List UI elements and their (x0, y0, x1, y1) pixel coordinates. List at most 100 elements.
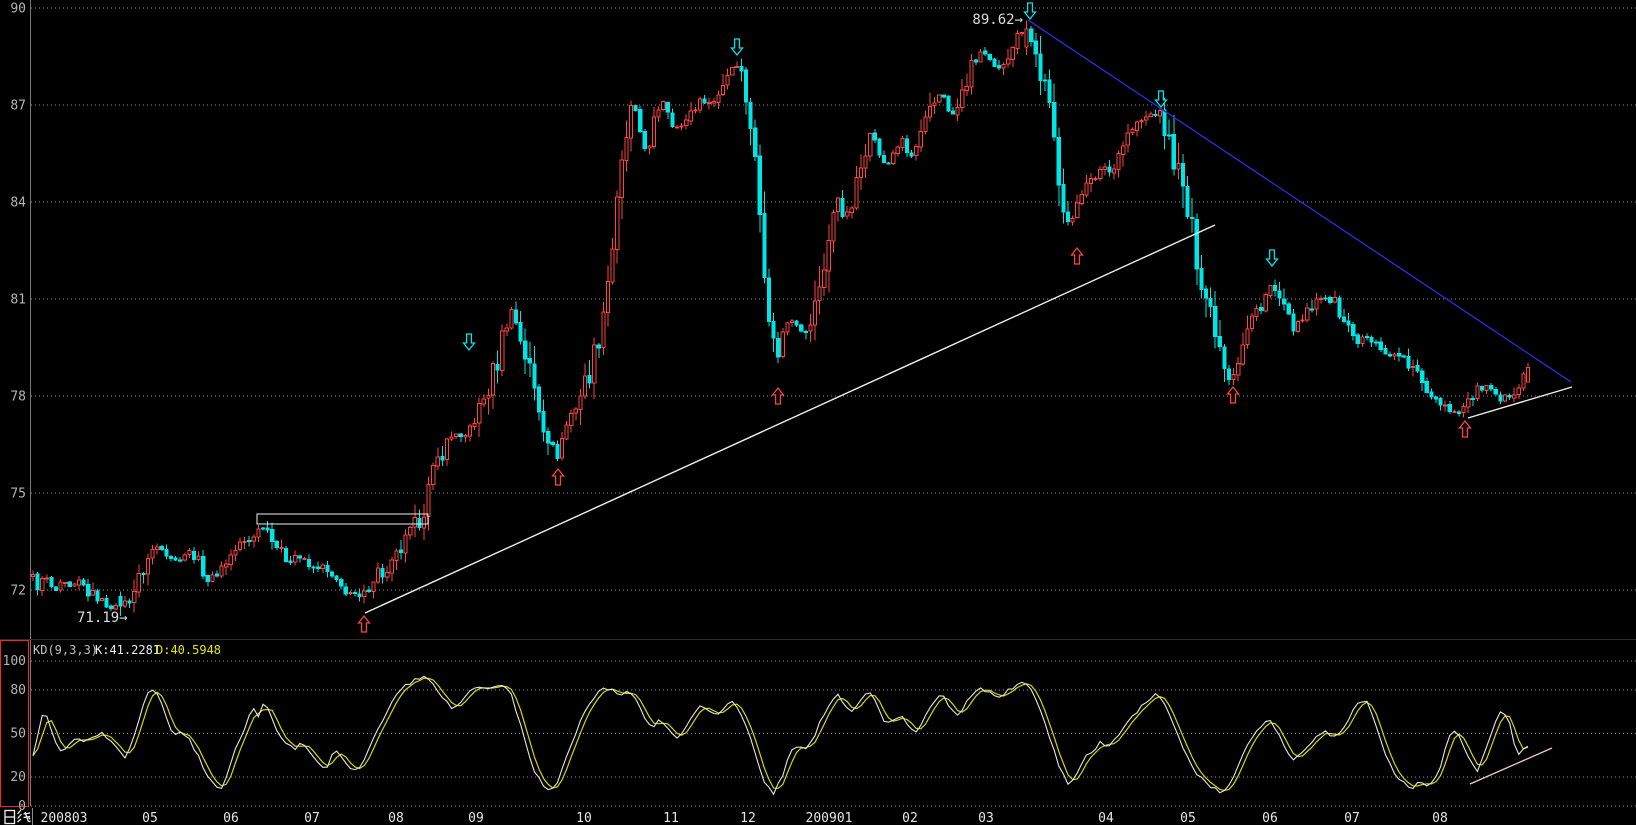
sell-signal-down-arrow[interactable] (1023, 2, 1037, 21)
kd-indicator-label[interactable]: KD(9,3,3) (33, 643, 98, 657)
month-label[interactable]: 03 (978, 811, 994, 825)
up-candle (132, 591, 137, 604)
down-candle (440, 456, 445, 461)
month-label[interactable]: 06 (223, 811, 239, 825)
month-label[interactable]: 200901 (806, 811, 853, 825)
low-price-annotation: 71.19→ (77, 610, 128, 626)
up-candle (237, 541, 243, 551)
down-candle (164, 548, 169, 557)
up-candle (99, 597, 105, 602)
up-candle (707, 101, 712, 104)
trendline-blue-descending[interactable] (1027, 19, 1572, 383)
up-candle (1461, 406, 1466, 414)
up-candle (789, 320, 795, 324)
up-candle (421, 516, 427, 529)
up-candle (136, 572, 141, 593)
up-candle (490, 363, 496, 396)
down-candle (1226, 368, 1232, 381)
month-label[interactable]: 05 (142, 811, 158, 825)
up-candle (251, 536, 256, 542)
sell-signal-down-arrow[interactable] (1154, 90, 1168, 109)
month-label[interactable]: 10 (576, 811, 592, 825)
down-candle (205, 574, 210, 582)
down-candle (1507, 395, 1512, 398)
up-candle (122, 600, 128, 607)
period-label[interactable]: 日线 (4, 809, 31, 825)
up-candle (1245, 328, 1250, 346)
up-candle (113, 604, 118, 610)
month-label[interactable]: 07 (1344, 811, 1360, 825)
high-price-annotation: 89.62→ (972, 12, 1023, 28)
trendline-white-ascending-short[interactable] (1467, 386, 1573, 419)
down-candle (702, 98, 707, 104)
up-candle (1475, 385, 1480, 399)
month-label[interactable]: 200803 (41, 811, 88, 825)
up-candle (1006, 58, 1011, 65)
up-candle (674, 126, 680, 129)
buy-signal-up-arrow[interactable] (771, 386, 785, 405)
down-candle (1203, 288, 1209, 299)
resistance-rectangle-annotation[interactable] (256, 513, 429, 525)
trendline-white-ascending-long[interactable] (364, 224, 1216, 614)
up-candle (559, 438, 565, 459)
down-candle (1213, 305, 1218, 338)
up-candle (891, 152, 896, 164)
axis-lines (0, 0, 1636, 807)
price-tick-label: 87 (10, 99, 26, 114)
candlestick-series (30, 20, 1531, 617)
up-candle (1139, 120, 1144, 123)
up-candle (1010, 46, 1015, 61)
down-candle (638, 108, 643, 133)
up-candle (1130, 129, 1135, 134)
up-candle (780, 331, 785, 357)
buy-signal-up-arrow[interactable] (1458, 419, 1472, 438)
month-label[interactable]: 08 (388, 811, 404, 825)
down-candle (1470, 397, 1475, 400)
month-label[interactable]: 12 (740, 811, 756, 825)
up-candle (408, 527, 413, 536)
down-candle (546, 431, 551, 444)
up-candle (233, 550, 238, 556)
month-label[interactable]: 08 (1432, 811, 1448, 825)
month-label[interactable]: 04 (1098, 811, 1114, 825)
down-candle (983, 50, 988, 55)
k-line (32, 675, 1529, 796)
down-candle (1029, 28, 1034, 42)
up-candle (1249, 315, 1255, 329)
buy-signal-up-arrow[interactable] (551, 467, 565, 486)
down-candle (1341, 316, 1347, 323)
sell-signal-down-arrow[interactable] (730, 38, 744, 57)
up-candle (1024, 28, 1029, 48)
up-candle (1254, 308, 1259, 318)
down-candle (1498, 394, 1503, 402)
month-label[interactable]: 09 (468, 811, 484, 825)
up-candle (1314, 298, 1319, 310)
buy-signal-up-arrow[interactable] (357, 614, 371, 633)
up-candle (1015, 32, 1020, 49)
drawing-annotations[interactable] (256, 2, 1573, 785)
up-candle (90, 589, 95, 596)
month-label[interactable]: 11 (663, 811, 679, 825)
down-candle (803, 330, 808, 333)
kd-panel-selection-box[interactable] (0, 640, 29, 807)
sell-signal-down-arrow[interactable] (462, 333, 476, 352)
up-candle (1070, 217, 1075, 223)
month-label[interactable]: 07 (304, 811, 320, 825)
buy-signal-up-arrow[interactable] (1070, 246, 1084, 265)
up-candle (30, 573, 36, 577)
up-candle (808, 324, 813, 332)
down-candle (587, 375, 592, 384)
up-candle (1332, 296, 1337, 303)
down-candle (288, 560, 293, 563)
down-candle (739, 66, 744, 72)
up-candle (734, 66, 739, 69)
month-label[interactable]: 05 (1180, 811, 1196, 825)
buy-signal-up-arrow[interactable] (1226, 385, 1240, 404)
down-candle (260, 527, 266, 530)
up-candle (927, 105, 933, 118)
kd-trendline[interactable] (1469, 747, 1553, 785)
month-label[interactable]: 02 (902, 811, 918, 825)
month-label[interactable]: 06 (1262, 811, 1278, 825)
sell-signal-down-arrow[interactable] (1265, 249, 1279, 268)
